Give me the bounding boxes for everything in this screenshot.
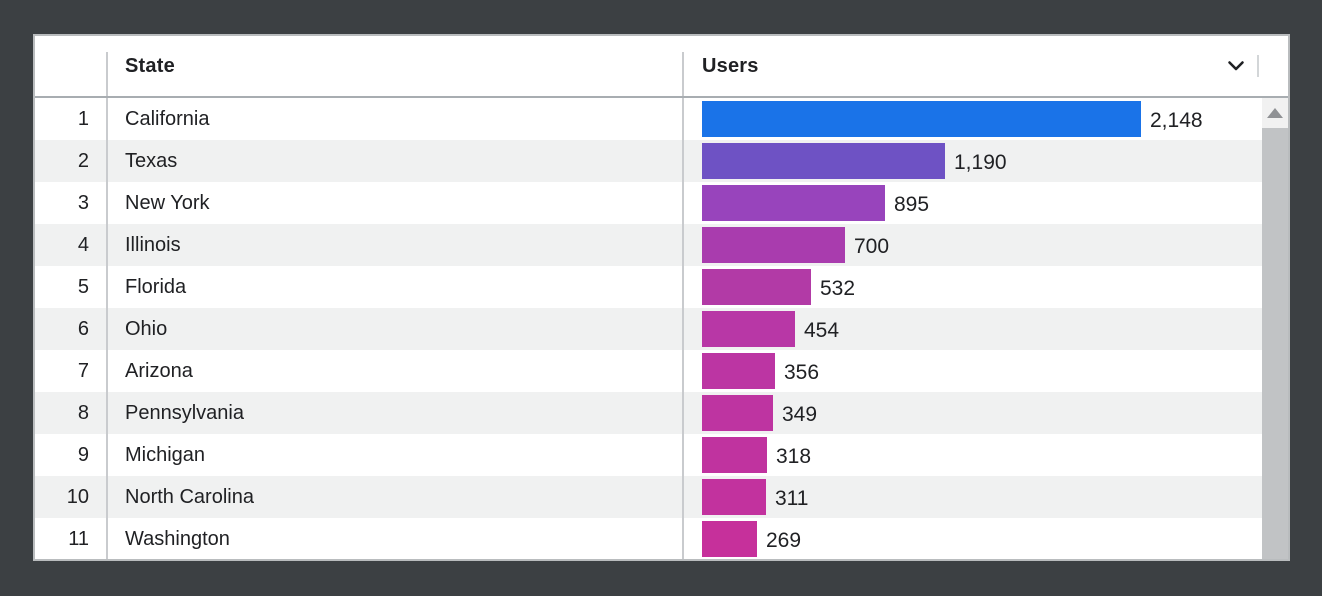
table-row[interactable]: 6 Ohio 454 [35,308,1262,350]
data-table-panel: State Users 1 California 2,148 2 Texas 1… [33,34,1290,561]
table-header: State Users [35,36,1288,98]
row-users-cell: 269 [684,518,1262,559]
row-rank: 8 [35,392,108,434]
row-rank: 2 [35,140,108,182]
users-bar [702,353,775,389]
row-state: North Carolina [108,476,684,518]
users-value: 1,190 [954,151,1007,174]
table-row[interactable]: 8 Pennsylvania 349 [35,392,1262,434]
users-value: 356 [784,361,820,384]
row-state: Illinois [108,224,684,266]
row-state: Florida [108,266,684,308]
row-rank: 11 [35,518,108,559]
row-rank: 1 [35,98,108,140]
table-row[interactable]: 7 Arizona 356 [35,350,1262,392]
row-state: Ohio [108,308,684,350]
table-row[interactable]: 2 Texas 1,190 [35,140,1262,182]
users-bar [702,143,945,179]
row-state: California [108,98,684,140]
row-rank: 3 [35,182,108,224]
users-bar [702,311,795,347]
chevron-down-icon[interactable] [1224,54,1248,78]
users-bar [702,395,773,431]
row-users-cell: 895 [684,182,1262,224]
users-bar [702,479,766,515]
table-row[interactable]: 11 Washington 269 [35,518,1262,559]
table-row[interactable]: 4 Illinois 700 [35,224,1262,266]
users-value: 895 [894,193,930,216]
scroll-up-button[interactable] [1262,98,1288,128]
users-bar [702,185,885,221]
users-value: 349 [782,403,818,426]
users-value: 532 [820,277,856,300]
row-users-cell: 318 [684,434,1262,476]
row-users-cell: 1,190 [684,140,1262,182]
users-value: 311 [775,487,809,510]
users-bar [702,521,757,557]
header-column-divider [682,52,684,96]
table-row[interactable]: 3 New York 895 [35,182,1262,224]
row-state: New York [108,182,684,224]
row-state: Arizona [108,350,684,392]
row-rank: 5 [35,266,108,308]
header-column-divider [106,52,108,96]
table-row[interactable]: 9 Michigan 318 [35,434,1262,476]
row-rank: 10 [35,476,108,518]
row-users-cell: 532 [684,266,1262,308]
row-users-cell: 356 [684,350,1262,392]
scroll-up-arrow-icon [1267,108,1283,118]
row-users-cell: 349 [684,392,1262,434]
row-rank: 4 [35,224,108,266]
row-rank: 6 [35,308,108,350]
users-value: 454 [804,319,840,342]
users-bar [702,269,811,305]
users-bar [702,101,1141,137]
header-resize-divider [1257,55,1259,77]
table-row[interactable]: 1 California 2,148 [35,98,1262,140]
row-state: Texas [108,140,684,182]
row-users-cell: 454 [684,308,1262,350]
users-value: 2,148 [1150,109,1203,132]
table-row[interactable]: 10 North Carolina 311 [35,476,1262,518]
row-users-cell: 311 [684,476,1262,518]
users-value: 700 [854,235,890,258]
scrollbar-thumb[interactable] [1262,128,1288,559]
users-bar [702,227,845,263]
row-state: Washington [108,518,684,559]
users-value: 318 [776,445,812,468]
state-column-header[interactable]: State [125,54,175,77]
table-row[interactable]: 5 Florida 532 [35,266,1262,308]
row-state: Pennsylvania [108,392,684,434]
users-column-header[interactable]: Users [702,54,759,77]
users-value: 269 [766,529,802,552]
users-bar [702,437,767,473]
row-state: Michigan [108,434,684,476]
vertical-scrollbar[interactable] [1262,98,1288,559]
row-users-cell: 2,148 [684,98,1262,140]
row-rank: 7 [35,350,108,392]
row-rank: 9 [35,434,108,476]
row-users-cell: 700 [684,224,1262,266]
table-body: 1 California 2,148 2 Texas 1,190 3 New Y… [35,98,1262,559]
